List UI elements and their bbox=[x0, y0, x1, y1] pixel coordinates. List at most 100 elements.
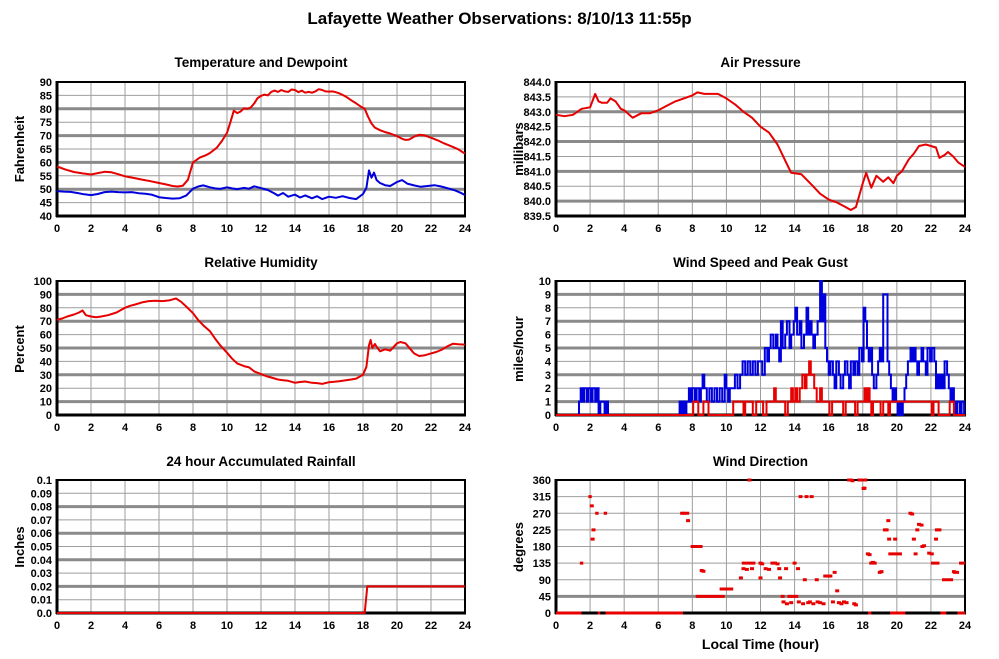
svg-text:80: 80 bbox=[40, 303, 52, 315]
svg-text:16: 16 bbox=[823, 223, 835, 235]
svg-text:90: 90 bbox=[40, 289, 52, 301]
svg-text:842.0: 842.0 bbox=[523, 137, 551, 149]
svg-text:4: 4 bbox=[621, 620, 628, 632]
svg-text:5: 5 bbox=[545, 343, 551, 355]
svg-text:16: 16 bbox=[323, 422, 335, 434]
svg-text:0.06: 0.06 bbox=[31, 528, 52, 540]
page-title: Lafayette Weather Observations: 8/10/13 … bbox=[307, 9, 692, 28]
svg-text:8: 8 bbox=[190, 620, 196, 632]
chart-title-temperature-dewpoint: Temperature and Dewpoint bbox=[174, 55, 348, 70]
svg-text:2: 2 bbox=[587, 422, 593, 434]
svg-text:6: 6 bbox=[156, 620, 162, 632]
svg-text:843.5: 843.5 bbox=[523, 92, 551, 104]
svg-text:8: 8 bbox=[545, 303, 551, 315]
svg-text:14: 14 bbox=[289, 422, 302, 434]
svg-text:12: 12 bbox=[754, 223, 766, 235]
svg-text:16: 16 bbox=[323, 223, 335, 235]
svg-text:18: 18 bbox=[857, 620, 869, 632]
svg-text:0.02: 0.02 bbox=[31, 581, 52, 593]
svg-text:4: 4 bbox=[621, 223, 628, 235]
svg-text:14: 14 bbox=[788, 422, 801, 434]
svg-text:20: 20 bbox=[891, 223, 903, 235]
svg-text:135: 135 bbox=[533, 558, 551, 570]
svg-text:90: 90 bbox=[40, 77, 52, 89]
x-axis-title: Local Time (hour) bbox=[701, 636, 820, 652]
svg-text:22: 22 bbox=[925, 620, 937, 632]
svg-text:16: 16 bbox=[323, 620, 335, 632]
svg-text:0.05: 0.05 bbox=[31, 542, 52, 554]
svg-text:16: 16 bbox=[823, 620, 835, 632]
svg-text:24: 24 bbox=[959, 620, 972, 632]
svg-text:6: 6 bbox=[655, 223, 661, 235]
svg-text:70: 70 bbox=[40, 316, 52, 328]
svg-text:18: 18 bbox=[357, 223, 369, 235]
svg-text:12: 12 bbox=[754, 422, 766, 434]
svg-text:6: 6 bbox=[156, 422, 162, 434]
svg-text:0: 0 bbox=[545, 608, 551, 620]
svg-text:0.04: 0.04 bbox=[31, 555, 53, 567]
svg-text:24: 24 bbox=[459, 223, 472, 235]
svg-text:40: 40 bbox=[40, 356, 52, 368]
svg-text:842.5: 842.5 bbox=[523, 122, 551, 134]
svg-text:8: 8 bbox=[190, 422, 196, 434]
svg-text:20: 20 bbox=[40, 383, 52, 395]
svg-text:18: 18 bbox=[357, 422, 369, 434]
svg-text:30: 30 bbox=[40, 370, 52, 382]
svg-text:50: 50 bbox=[40, 343, 52, 355]
svg-text:10: 10 bbox=[720, 223, 732, 235]
svg-text:10: 10 bbox=[720, 422, 732, 434]
svg-text:4: 4 bbox=[545, 356, 552, 368]
svg-text:14: 14 bbox=[289, 620, 302, 632]
svg-text:2: 2 bbox=[88, 620, 94, 632]
svg-text:10: 10 bbox=[720, 620, 732, 632]
svg-text:225: 225 bbox=[533, 525, 551, 537]
svg-text:180: 180 bbox=[533, 542, 551, 554]
svg-text:14: 14 bbox=[788, 620, 801, 632]
svg-text:8: 8 bbox=[689, 223, 695, 235]
svg-text:2: 2 bbox=[88, 223, 94, 235]
svg-text:18: 18 bbox=[857, 223, 869, 235]
svg-text:0.07: 0.07 bbox=[31, 515, 52, 527]
svg-text:10: 10 bbox=[221, 620, 233, 632]
svg-text:360: 360 bbox=[533, 475, 551, 487]
svg-text:14: 14 bbox=[289, 223, 302, 235]
svg-text:8: 8 bbox=[190, 223, 196, 235]
air-pressure-plot: 839.5 840.0 840.5 841.0 841.5 842.0 842.5 843.0… bbox=[523, 77, 972, 235]
svg-text:75: 75 bbox=[40, 117, 52, 129]
svg-text:6: 6 bbox=[545, 330, 551, 342]
svg-text:2: 2 bbox=[545, 383, 551, 395]
svg-text:8: 8 bbox=[689, 422, 695, 434]
chart-title-wind-speed-gust: Wind Speed and Peak Gust bbox=[673, 255, 848, 270]
svg-text:14: 14 bbox=[788, 223, 801, 235]
svg-text:10: 10 bbox=[40, 397, 52, 409]
svg-text:4: 4 bbox=[621, 422, 628, 434]
svg-text:0.1: 0.1 bbox=[37, 475, 52, 487]
svg-text:7: 7 bbox=[545, 316, 551, 328]
svg-text:16: 16 bbox=[823, 422, 835, 434]
svg-text:22: 22 bbox=[425, 620, 437, 632]
svg-text:6: 6 bbox=[655, 620, 661, 632]
svg-text:0: 0 bbox=[54, 620, 60, 632]
svg-text:9: 9 bbox=[545, 289, 551, 301]
svg-text:0: 0 bbox=[46, 410, 52, 422]
svg-text:8: 8 bbox=[689, 620, 695, 632]
svg-text:1: 1 bbox=[545, 397, 551, 409]
svg-text:0.03: 0.03 bbox=[31, 568, 52, 580]
svg-text:22: 22 bbox=[925, 422, 937, 434]
svg-text:20: 20 bbox=[391, 223, 403, 235]
svg-text:2: 2 bbox=[587, 620, 593, 632]
chart-title-wind-direction: Wind Direction bbox=[712, 454, 809, 469]
svg-text:6: 6 bbox=[655, 422, 661, 434]
svg-text:12: 12 bbox=[754, 620, 766, 632]
svg-text:0.01: 0.01 bbox=[31, 595, 52, 607]
svg-text:840.5: 840.5 bbox=[523, 181, 551, 193]
svg-text:24: 24 bbox=[459, 620, 472, 632]
svg-text:40: 40 bbox=[40, 211, 52, 223]
svg-text:0: 0 bbox=[553, 422, 559, 434]
svg-text:6: 6 bbox=[156, 223, 162, 235]
